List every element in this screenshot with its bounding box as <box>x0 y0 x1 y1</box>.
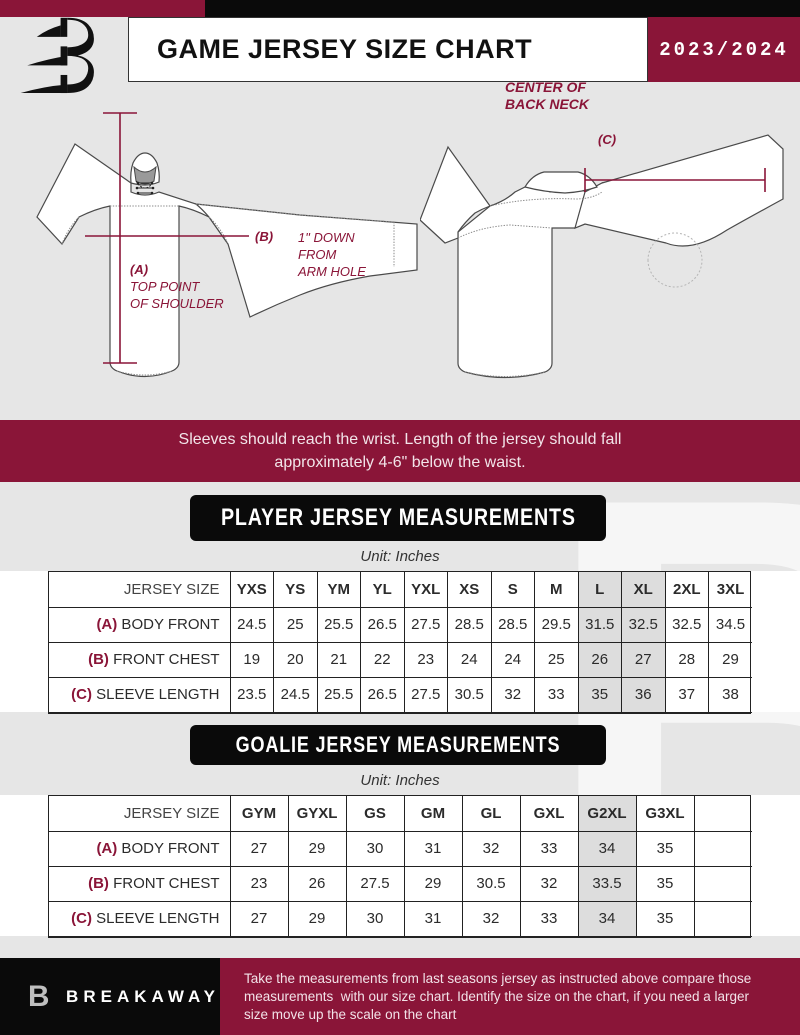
svg-text:B: B <box>28 980 49 1013</box>
